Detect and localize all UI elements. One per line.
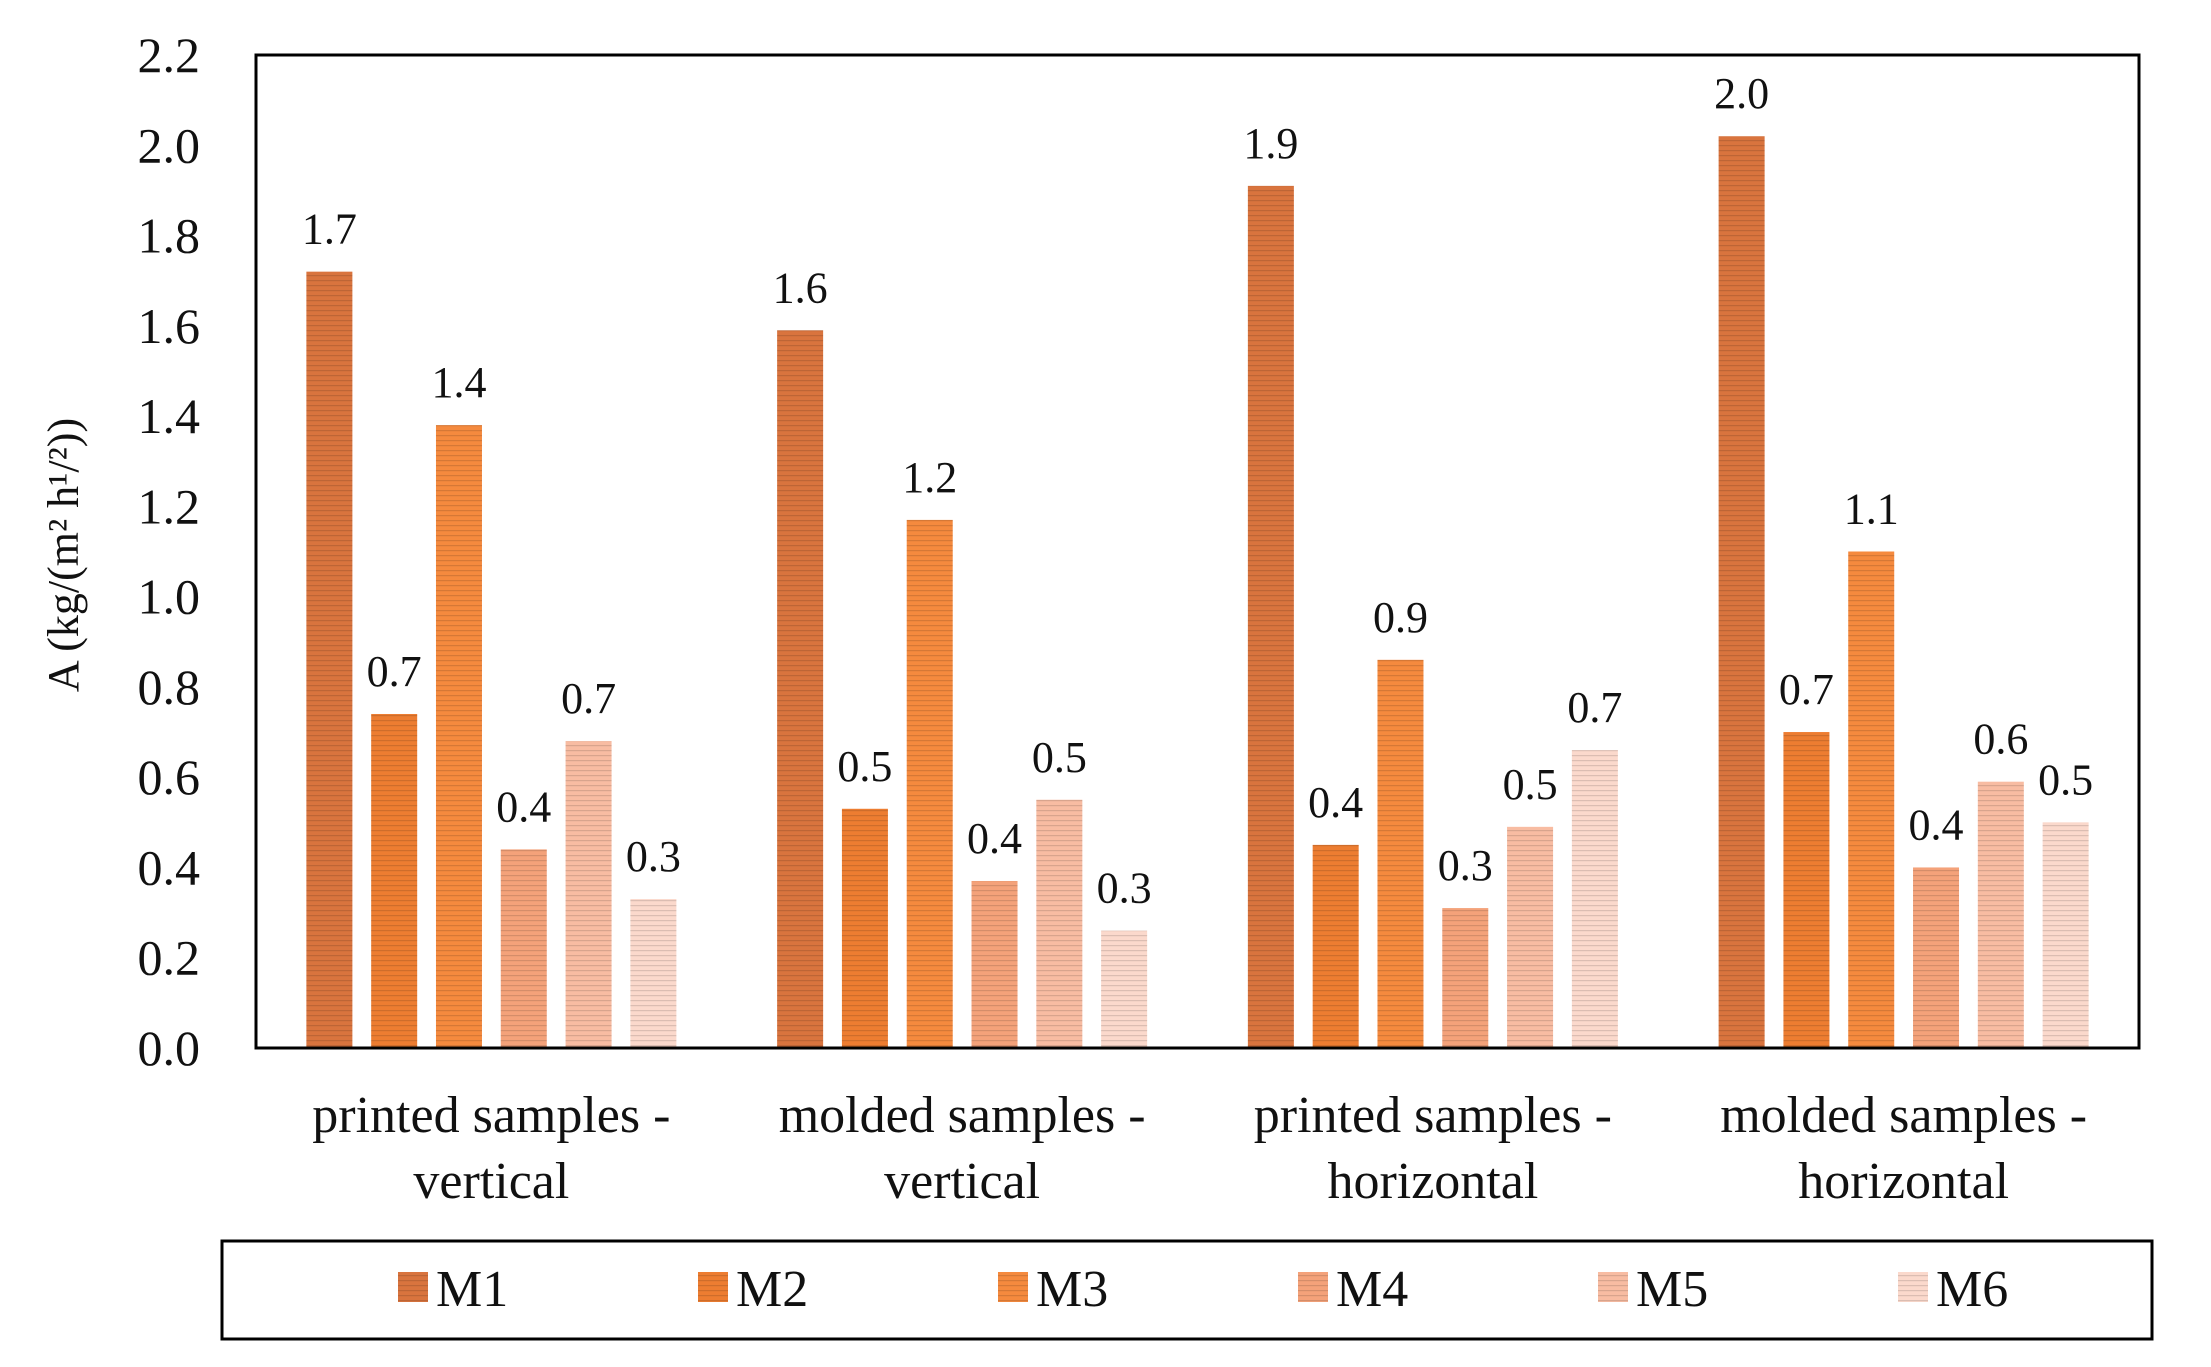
bar-texture [565, 741, 612, 1048]
y-tick-label: 1.4 [138, 388, 201, 444]
legend-swatch-texture [1598, 1272, 1628, 1302]
data-label: 1.6 [773, 263, 828, 312]
legend-swatch-texture [1898, 1272, 1928, 1302]
bar-texture [1848, 551, 1895, 1048]
data-label: 0.4 [1909, 800, 1964, 849]
data-label: 0.4 [967, 814, 1022, 863]
bar-texture [1507, 826, 1554, 1048]
legend-label-m3: M3 [1036, 1261, 1108, 1318]
y-tick-label: 1.0 [138, 569, 201, 625]
bar-texture [630, 899, 677, 1048]
data-label: 1.2 [902, 453, 957, 502]
legend-swatch-texture [1298, 1272, 1328, 1302]
data-label: 0.5 [2038, 755, 2093, 804]
y-axis-ticks: 0.0 0.2 0.4 0.6 0.8 1.0 1.2 1.4 1.6 1.8 2.0 2.2 [138, 27, 201, 1076]
bar-texture [1913, 867, 1960, 1048]
y-tick-label: 0.0 [138, 1020, 201, 1076]
bar-texture [841, 808, 888, 1048]
data-label: 0.9 [1373, 593, 1428, 642]
data-label: 1.1 [1844, 485, 1899, 534]
data-label: 2.0 [1714, 69, 1769, 118]
data-label: 0.7 [561, 674, 616, 723]
bars [306, 136, 2089, 1049]
data-label: 0.5 [1503, 760, 1558, 809]
bar-texture [1247, 185, 1294, 1049]
data-label: 0.7 [367, 647, 422, 696]
bar-texture [371, 713, 418, 1048]
category-label: vertical [884, 1153, 1040, 1210]
y-tick-label: 2.0 [138, 117, 201, 173]
bar-texture [1718, 136, 1765, 1048]
legend-label-m4: M4 [1336, 1261, 1408, 1318]
data-label: 0.5 [837, 742, 892, 791]
bar-texture [906, 519, 953, 1048]
legend-label-m1: M1 [436, 1261, 508, 1318]
y-tick-label: 1.6 [138, 298, 201, 354]
legend [220, 1239, 2154, 1341]
legend-label-m2: M2 [736, 1261, 808, 1318]
bar-texture [777, 330, 824, 1049]
bar-texture [971, 880, 1018, 1048]
y-tick-label: 0.6 [138, 749, 201, 805]
category-label: vertical [413, 1153, 569, 1210]
data-label: 0.3 [626, 832, 681, 881]
y-tick-label: 0.8 [138, 659, 201, 715]
category-label: printed samples - [312, 1087, 670, 1144]
y-tick-label: 1.8 [138, 208, 201, 264]
category-label: horizontal [1327, 1153, 1538, 1210]
bar-texture [1377, 659, 1424, 1048]
data-label: 1.9 [1243, 119, 1298, 168]
bar-texture [1783, 732, 1830, 1048]
data-label: 1.4 [431, 358, 486, 407]
plot-frame [254, 53, 2141, 1050]
bar-texture [1312, 844, 1359, 1048]
bar-texture [500, 849, 547, 1048]
data-label: 0.3 [1097, 864, 1152, 913]
bar-texture [306, 271, 353, 1048]
bar-texture [1571, 750, 1618, 1048]
legend-label-m5: M5 [1636, 1261, 1708, 1318]
legend-label-m6: M6 [1936, 1261, 2008, 1318]
y-tick-label: 0.2 [138, 930, 201, 986]
bar-texture [2042, 822, 2089, 1048]
y-tick-label: 1.2 [138, 478, 201, 534]
data-labels: 1.70.71.40.40.70.31.60.51.20.40.50.31.90… [302, 69, 2093, 912]
category-label: printed samples - [1254, 1087, 1612, 1144]
category-label: molded samples - [1720, 1087, 2087, 1144]
data-label: 0.6 [1973, 715, 2028, 764]
category-label: horizontal [1798, 1153, 2009, 1210]
legend-items: M1 M2 M3 M4 M5 M6 [398, 1261, 2008, 1318]
bar-texture [1442, 908, 1489, 1048]
bar-texture [1977, 781, 2024, 1048]
y-axis-label: A (kg/(m² h¹/²)) [39, 418, 88, 692]
data-label: 0.4 [496, 782, 551, 831]
category-labels: printed samples - vertical molded samples … [312, 1087, 2087, 1210]
data-label: 0.4 [1308, 778, 1363, 827]
bar-texture [1036, 799, 1083, 1048]
data-label: 0.3 [1438, 841, 1493, 890]
legend-swatch-texture [698, 1272, 728, 1302]
y-tick-label: 2.2 [138, 27, 201, 83]
legend-swatch-texture [398, 1272, 428, 1302]
data-label: 0.7 [1567, 683, 1622, 732]
data-label: 1.7 [302, 205, 357, 254]
data-label: 0.5 [1032, 733, 1087, 782]
data-label: 0.7 [1779, 665, 1834, 714]
y-tick-label: 0.4 [138, 839, 201, 895]
bar-texture [1101, 930, 1148, 1048]
bar-texture [435, 425, 482, 1049]
category-label: molded samples - [779, 1087, 1146, 1144]
legend-swatch-texture [998, 1272, 1028, 1302]
